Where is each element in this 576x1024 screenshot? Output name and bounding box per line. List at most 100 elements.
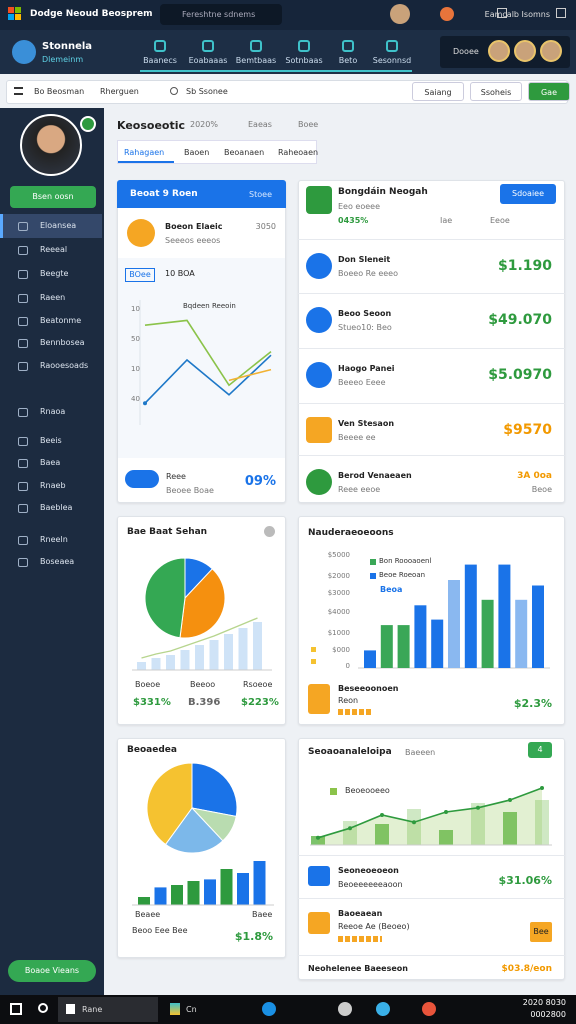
row-note: Beoe	[531, 485, 552, 494]
row-value: 3A 0oa	[517, 471, 552, 481]
sidebar-item[interactable]: Beeis	[40, 436, 62, 445]
footer-value: $1.8%	[234, 930, 273, 943]
footer-value: $2.3%	[513, 697, 552, 710]
footer-title: Beoo Eee Bee	[132, 926, 188, 935]
rating	[338, 709, 372, 715]
item-value: 3050	[255, 222, 276, 231]
app-icon[interactable]	[376, 1002, 390, 1016]
active-item	[0, 214, 102, 238]
sidebar-item[interactable]: Beegte	[40, 269, 69, 278]
sidebar-item[interactable]: Reeeal	[40, 245, 68, 254]
sidebar	[0, 108, 104, 995]
app-tab[interactable]: Beto	[338, 56, 358, 65]
app-tab[interactable]: Eoabaaas	[188, 56, 228, 65]
menu-icon[interactable]	[14, 87, 23, 95]
item-sub: Seeeos eeeos	[165, 236, 221, 245]
sidebar-item[interactable]: Boseaea	[40, 557, 75, 566]
app-tab[interactable]: Sotnbaas	[285, 56, 323, 65]
app-tab[interactable]: Bemtbaas	[235, 56, 277, 65]
row-value: $9570	[503, 422, 552, 438]
row-divider	[298, 898, 565, 899]
page-tab[interactable]: Raheoaen	[278, 148, 319, 157]
sidebar-item[interactable]: Eloansea	[40, 221, 77, 230]
menu-icon	[18, 558, 28, 567]
sidebar-item[interactable]: Rnaeb	[40, 481, 66, 490]
page-tab[interactable]: Baoen	[184, 148, 210, 157]
sidebar-item[interactable]: Baea	[40, 458, 61, 467]
axis-label: $5000	[327, 551, 350, 559]
toolbar-button[interactable]: Saiang	[412, 82, 464, 101]
start-button[interactable]	[10, 1003, 22, 1015]
sidebar-item[interactable]: Raooesoads	[40, 361, 89, 370]
marker	[311, 647, 316, 652]
top-bar	[0, 0, 576, 30]
taskbar-time: 2020 8030	[522, 998, 566, 1007]
stat-label: Boeoe	[135, 680, 161, 689]
row-name: Ven Stesaon	[338, 419, 395, 428]
icon[interactable]	[440, 7, 454, 21]
sidebar-footer-button[interactable]: Boaoe Vieans	[8, 960, 96, 982]
search-placeholder: Fereshtne sdnems	[182, 10, 256, 19]
avatar	[540, 40, 562, 62]
app-icon[interactable]	[338, 1002, 352, 1016]
tab-icon[interactable]	[202, 40, 214, 52]
page-tab[interactable]: Beoanaen	[224, 148, 265, 157]
sidebar-item[interactable]: Rnaoa	[40, 407, 66, 416]
search-box[interactable]	[160, 4, 282, 25]
header-link[interactable]: Boee	[298, 120, 319, 129]
legend-swatch	[370, 573, 376, 579]
stat-value: B.396	[188, 697, 221, 708]
bar-label: Beaee	[135, 910, 161, 919]
app-icon[interactable]	[422, 1002, 436, 1016]
tab-icon[interactable]	[386, 40, 398, 52]
toolbar-menu[interactable]: Bo Beosman	[34, 87, 85, 96]
footer-label: Reee	[166, 472, 186, 481]
toolbar-button[interactable]: Gae	[528, 82, 570, 101]
icon[interactable]	[556, 8, 566, 18]
app-icon[interactable]	[170, 1003, 180, 1015]
sidebar-item[interactable]: Bennbosea	[40, 338, 85, 347]
app-tab[interactable]: Sesonnsd	[372, 56, 412, 65]
toolbar-dropdown[interactable]: Rherguen	[100, 87, 139, 96]
sidebar-item[interactable]: Rneeln	[40, 535, 68, 544]
row-divider	[298, 293, 565, 294]
axis-label: 10	[131, 305, 140, 313]
menu-icon	[18, 408, 28, 417]
footer-icon	[125, 470, 159, 488]
search-icon	[170, 87, 178, 95]
logo-tile	[8, 7, 14, 13]
axis-label: 40	[131, 395, 140, 403]
header-link[interactable]: Eaeas	[248, 120, 272, 129]
sidebar-item[interactable]: Baeblea	[40, 503, 73, 512]
app-tab[interactable]: Baanecs	[143, 56, 177, 65]
tab-icon[interactable]	[342, 40, 354, 52]
row-divider	[298, 955, 565, 956]
list-icon	[306, 186, 332, 214]
sidebar-button[interactable]: Bsen oosn	[10, 186, 96, 208]
row-name: Baoeaean	[338, 909, 383, 918]
icon[interactable]	[497, 8, 507, 18]
toolbar-button[interactable]: Ssoheis	[470, 82, 522, 101]
chart-tag: BOee	[125, 268, 155, 282]
page-tab[interactable]: Rahagaen	[124, 148, 165, 157]
sidebar-item[interactable]: Beatonme	[40, 316, 82, 325]
app-icon[interactable]	[262, 1002, 276, 1016]
chart-title: Bqdeen Reeoin	[183, 302, 236, 310]
axis-label: $3000	[327, 589, 350, 597]
legend-label: Beoe Roeoan	[379, 571, 426, 579]
tab-icon[interactable]	[298, 40, 310, 52]
row-value: $5.0970	[488, 367, 552, 383]
list-button[interactable]: Sdoaiee	[500, 184, 556, 204]
tab-icon[interactable]	[250, 40, 262, 52]
row-value: $31.06%	[498, 874, 552, 887]
toolbar-search[interactable]: Sb Ssonee	[186, 87, 228, 96]
row-name: Haogo Panei	[338, 364, 395, 373]
search-icon[interactable]	[38, 1003, 48, 1013]
menu-icon	[18, 270, 28, 279]
tab-icon[interactable]	[154, 40, 166, 52]
sidebar-item[interactable]: Raeen	[40, 293, 66, 302]
card-icon	[264, 526, 275, 537]
menu-icon	[18, 246, 28, 255]
card	[298, 180, 565, 503]
chart-tag-value: 10 BOA	[165, 269, 195, 278]
